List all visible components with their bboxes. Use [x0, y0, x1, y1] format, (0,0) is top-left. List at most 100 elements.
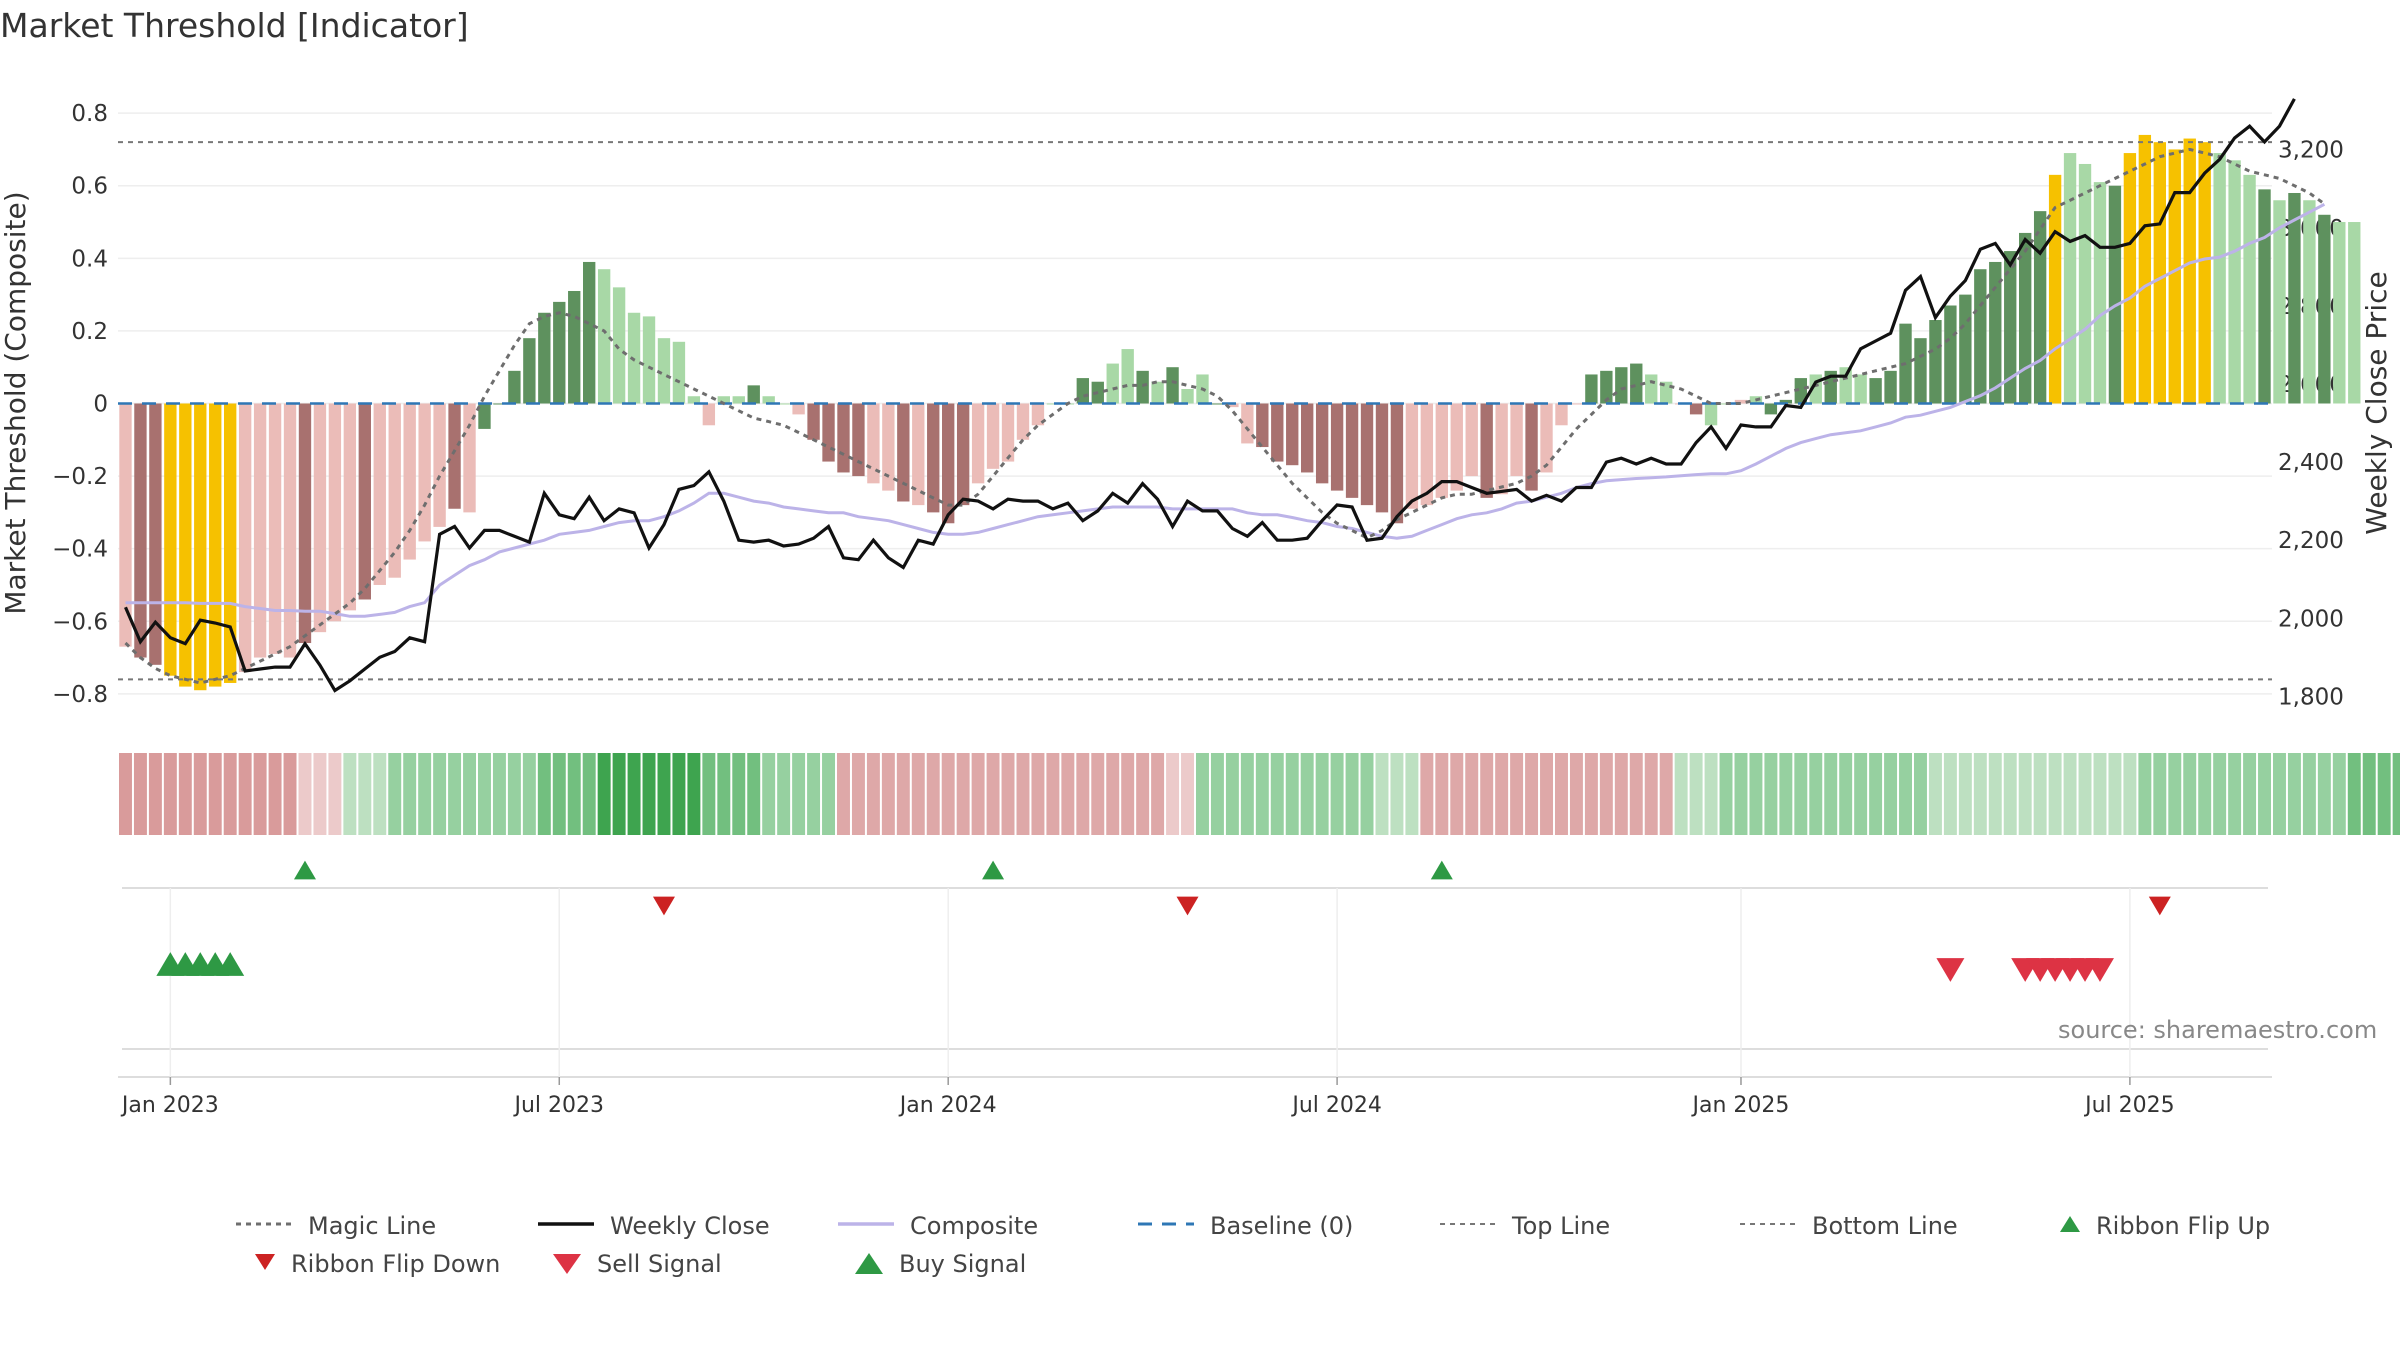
composite-bar [388, 403, 401, 578]
ribbon-cell [537, 753, 551, 835]
composite-bar [1570, 403, 1583, 405]
x-tick-label: Jan 2024 [898, 1093, 997, 1118]
composite-bar [313, 403, 327, 633]
composite-bar [927, 403, 940, 513]
composite-bar [777, 403, 790, 405]
ribbon-cell [2347, 753, 2361, 835]
composite-bar [897, 403, 910, 502]
composite-bar [1166, 367, 1179, 404]
composite-bar [1435, 403, 1448, 498]
composite-bar [1046, 403, 1060, 405]
legend-swatch [2060, 1216, 2080, 1232]
composite-bar [1301, 403, 1314, 473]
composite-bar [298, 403, 312, 644]
ribbon-cell [866, 753, 880, 835]
composite-bar [238, 403, 252, 673]
composite-bar [2213, 153, 2226, 404]
composite-bar [597, 269, 611, 404]
ribbon-cell [1106, 753, 1120, 835]
composite-bar [1944, 305, 1957, 404]
ribbon-cell [747, 753, 761, 835]
ribbon-cell [522, 753, 536, 835]
composite-bar [942, 403, 955, 524]
x-tick-label: Jan 2023 [120, 1093, 219, 1118]
composite-bar [358, 403, 371, 600]
ribbon-cell [2168, 753, 2182, 835]
ribbon-cell [2392, 753, 2400, 835]
composite-bar [1495, 403, 1508, 495]
y-tick-label-right: 2,400 [2278, 450, 2344, 476]
ribbon-cell [1659, 753, 1673, 835]
ribbon-cell [1450, 753, 1464, 835]
composite-bar [2258, 189, 2271, 404]
ribbon-flip-up-marker [1430, 860, 1453, 880]
ribbon-cell [1016, 753, 1030, 835]
composite-bar [1734, 399, 1748, 404]
legend-label: Ribbon Flip Up [2096, 1212, 2271, 1240]
composite-bar [2228, 160, 2241, 404]
composite-bar [762, 396, 775, 404]
legend-swatch [838, 1222, 894, 1226]
composite-bar [1630, 363, 1643, 404]
composite-bar [2108, 185, 2122, 404]
ribbon-cell [119, 753, 132, 835]
ribbon-cell [2273, 753, 2286, 835]
composite-bar [134, 403, 147, 658]
composite-bar [403, 403, 416, 560]
ribbon-cell [1584, 753, 1598, 835]
ribbon-cell [1599, 753, 1613, 835]
legend-swatch [1138, 1222, 1194, 1226]
composite-bar [508, 370, 521, 404]
ribbon-cell [1854, 753, 1868, 835]
ribbon-cell [1151, 753, 1165, 835]
ribbon-cell [1540, 753, 1553, 835]
ribbon-cell [373, 753, 387, 835]
legend-label: Baseline (0) [1210, 1212, 1354, 1240]
ribbon-cell [1884, 753, 1898, 835]
composite-bar [2078, 163, 2092, 404]
ribbon-cell [328, 753, 342, 835]
y-tick-label-right: 2,200 [2278, 528, 2344, 554]
composite-bar [1959, 294, 1972, 404]
ribbon-cell [403, 753, 417, 835]
composite-bar [463, 403, 476, 513]
ribbon-cell [1629, 753, 1643, 835]
composite-bar [343, 403, 357, 611]
composite-bar [882, 403, 895, 491]
y-tick-label-right: 1,800 [2278, 684, 2344, 710]
ribbon-cell [1091, 753, 1105, 835]
composite-bar [1121, 349, 1134, 404]
ribbon-cell [1255, 753, 1269, 835]
ribbon-flip-down-marker [652, 896, 675, 916]
ribbon-cell [1525, 753, 1539, 835]
ribbon-cell [2033, 753, 2047, 835]
composite-bar [2243, 174, 2256, 404]
y-tick-label-left: 0.8 [71, 101, 108, 127]
weekly-close-line [124, 98, 2296, 693]
x-tick-label: Jul 2024 [1290, 1093, 1382, 1118]
ribbon-cell [2302, 753, 2316, 835]
ribbon-cell [762, 753, 776, 835]
composite-bar [2093, 182, 2107, 404]
ribbon-cell [148, 753, 162, 835]
composite-bar [672, 341, 686, 404]
composite-bar [1016, 403, 1030, 440]
ribbon-cell [642, 753, 656, 835]
composite-bar [283, 403, 297, 658]
legend-label: Buy Signal [899, 1250, 1027, 1278]
composite-bar [224, 403, 237, 683]
ribbon-cell [133, 753, 147, 835]
composite-bar [2063, 153, 2077, 404]
composite-bar [1839, 367, 1852, 404]
y-tick-label-right: 2,000 [2278, 606, 2344, 632]
ribbon-cell [956, 753, 970, 835]
ribbon-cell [388, 753, 402, 835]
composite-bar [687, 396, 701, 404]
y-tick-label-right: 3,200 [2278, 138, 2344, 164]
ribbon-cell [777, 753, 791, 835]
composite-bar [1420, 403, 1434, 506]
composite-bar [1779, 399, 1793, 404]
ribbon-cell [1375, 753, 1389, 835]
composite-bar [1974, 269, 1987, 404]
legend-item-top: Top Line [1440, 1212, 1610, 1240]
